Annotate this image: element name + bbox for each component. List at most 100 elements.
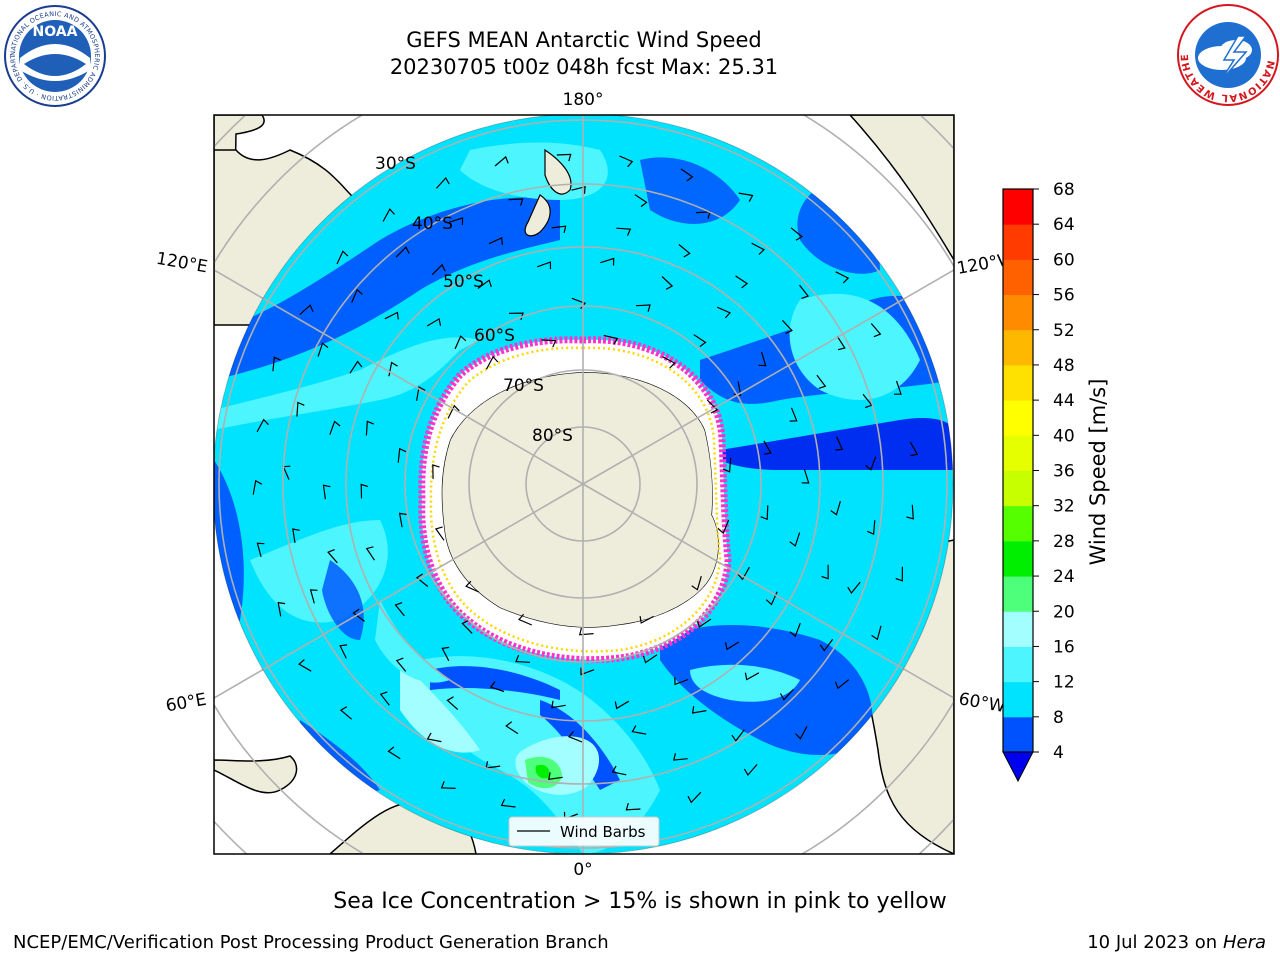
wind-barb bbox=[397, 447, 407, 463]
wind-barb bbox=[256, 418, 269, 433]
colorbar-tick-label: 36 bbox=[1053, 462, 1075, 482]
wind-barb bbox=[634, 194, 648, 208]
colorbar-segment bbox=[1003, 435, 1033, 471]
footer-date-text: 10 Jul 2023 on bbox=[1087, 932, 1223, 953]
wind-barb bbox=[866, 520, 876, 535]
wind-barb bbox=[365, 420, 375, 436]
colorbar-segment bbox=[1003, 224, 1033, 260]
wind-barb bbox=[614, 700, 630, 710]
wind-barb bbox=[336, 250, 349, 265]
wind-barb bbox=[716, 306, 732, 319]
wind-barb bbox=[299, 304, 314, 316]
wind-barb bbox=[662, 356, 676, 369]
noaa-logo-text: NOAA bbox=[33, 24, 78, 40]
wind-barb bbox=[360, 483, 368, 499]
footer-machine: Hera bbox=[1222, 932, 1266, 953]
wind-barb bbox=[395, 246, 410, 258]
colorbar-tick-label: 16 bbox=[1053, 637, 1075, 657]
lat-label-60s: 60°S bbox=[474, 326, 515, 346]
wind-barb bbox=[379, 691, 390, 706]
wind-barb bbox=[737, 566, 750, 581]
wind-barb bbox=[352, 608, 365, 622]
wind-barb bbox=[349, 360, 363, 374]
wind-barb bbox=[795, 726, 808, 740]
wind-barb bbox=[625, 802, 641, 811]
wind-barb bbox=[434, 526, 445, 541]
wind-barb bbox=[292, 528, 300, 543]
wind-barb bbox=[631, 725, 647, 735]
wind-barb bbox=[256, 542, 265, 557]
colorbar-segment bbox=[1003, 681, 1033, 718]
lat-label-80s: 80°S bbox=[532, 426, 573, 446]
wind-barb bbox=[731, 729, 745, 742]
wind-barb bbox=[447, 404, 460, 419]
wind-barb bbox=[894, 380, 902, 395]
wind-barb bbox=[724, 641, 740, 651]
lon-label-0: 0° bbox=[573, 860, 592, 880]
wind-barb bbox=[835, 271, 850, 284]
wind-barb bbox=[387, 746, 401, 760]
wind-barb bbox=[327, 549, 338, 564]
svg-text:NATIONAL WEATHER SERVICE: NATIONAL WEATHER SERVICE bbox=[0, 0, 1276, 103]
graticule bbox=[214, 115, 954, 854]
colorbar-tick-label: 28 bbox=[1053, 532, 1075, 552]
sea-ice-caption: Sea Ice Concentration > 15% is shown in … bbox=[333, 889, 947, 914]
wind-barb bbox=[571, 186, 586, 194]
land-antarctica bbox=[441, 371, 720, 629]
wind-barb bbox=[382, 208, 395, 222]
wind-barb bbox=[461, 619, 473, 634]
wind-barb bbox=[277, 601, 286, 617]
noaa-logo: NATIONAL OCEANIC AND ATMOSPHERIC ADMINIS… bbox=[0, 0, 106, 107]
wind-barb bbox=[508, 198, 524, 206]
footer-branch: NCEP/EMC/Verification Post Processing Pr… bbox=[13, 932, 609, 953]
wind-barb bbox=[600, 257, 615, 266]
lon-label-120e: 120°E bbox=[155, 249, 209, 278]
colorbar-tick-label: 12 bbox=[1053, 673, 1075, 693]
wind-barb bbox=[906, 504, 914, 520]
wind-barb bbox=[758, 351, 767, 367]
wind-barb bbox=[518, 613, 533, 626]
map-subtitle: 20230705 t00z 048h fcst Max: 25.31 bbox=[389, 55, 779, 79]
wind-barb bbox=[426, 317, 442, 327]
wind-barb bbox=[779, 688, 794, 701]
wind-barb bbox=[751, 242, 766, 255]
latitude-labels: 30°S 40°S 50°S 60°S 70°S 80°S bbox=[375, 154, 573, 446]
wind-barb bbox=[781, 319, 793, 334]
colorbar-segment bbox=[1003, 329, 1033, 366]
wind-barb bbox=[435, 176, 450, 189]
wind-barb bbox=[735, 275, 749, 289]
lon-label-60e: 60°E bbox=[164, 690, 208, 717]
legend-label: Wind Barbs bbox=[560, 823, 646, 841]
colorbar-tick-label: 32 bbox=[1053, 497, 1075, 517]
colorbar-segment bbox=[1003, 576, 1033, 612]
wind-barb bbox=[329, 420, 341, 435]
wind-barb bbox=[738, 192, 754, 202]
wind-barb bbox=[639, 615, 654, 624]
wind-barb bbox=[536, 261, 552, 270]
colorbar-tick-label: 68 bbox=[1053, 180, 1075, 200]
wind-barb bbox=[541, 339, 557, 348]
colorbar-tick-label: 48 bbox=[1053, 356, 1075, 376]
colorbar-label: Wind Speed [m/s] bbox=[1086, 379, 1110, 566]
wind-barb bbox=[722, 457, 732, 473]
colorbar-tick-label: 8 bbox=[1053, 708, 1064, 728]
wind-barb bbox=[673, 753, 688, 761]
colorbar-segment bbox=[1003, 611, 1033, 647]
wind-barb bbox=[616, 227, 632, 236]
wind-barb bbox=[717, 519, 730, 535]
colorbar-segment bbox=[1003, 364, 1033, 401]
colorbar-segment bbox=[1003, 189, 1033, 225]
wind-barb bbox=[661, 276, 674, 290]
colorbar-tick-label: 40 bbox=[1053, 426, 1075, 446]
wind-barb bbox=[571, 297, 586, 310]
wind-barb bbox=[488, 237, 503, 245]
wind-barb bbox=[821, 564, 829, 580]
colorbar-tick-label: 24 bbox=[1053, 567, 1075, 587]
wind-barb bbox=[680, 168, 694, 182]
wind-barb bbox=[789, 622, 801, 638]
nws-logo: NATIONAL WEATHER SERVICE bbox=[0, 0, 1279, 106]
wind-barb bbox=[790, 227, 803, 241]
wind-barb bbox=[431, 263, 446, 276]
